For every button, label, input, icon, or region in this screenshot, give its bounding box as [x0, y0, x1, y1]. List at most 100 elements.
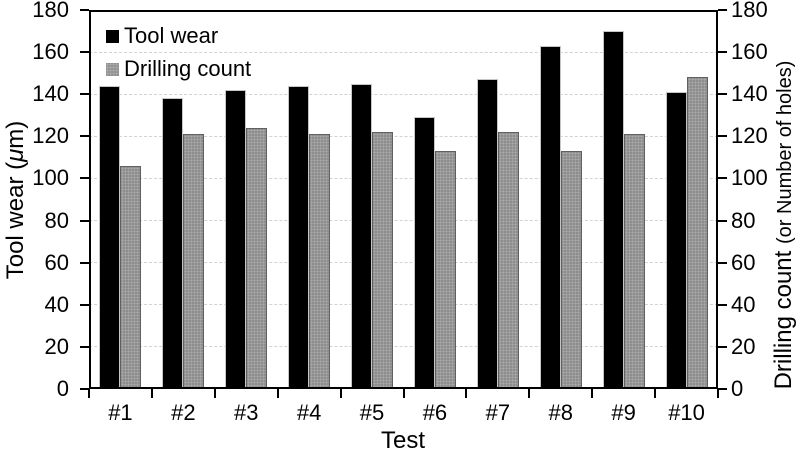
- left-tick-80: [80, 219, 89, 222]
- right-tick-40: [718, 303, 727, 306]
- left-tick-0: [80, 388, 89, 390]
- x-tick-3: [276, 389, 279, 398]
- x-category-label--5: #5: [359, 400, 385, 425]
- x-tick-0: [88, 389, 90, 398]
- bar-drilling-count--3: [246, 127, 268, 389]
- x-tick-8: [591, 389, 594, 398]
- right-tick-label-60: 60: [731, 249, 756, 275]
- gridline-60: [89, 262, 718, 264]
- right-tick-100: [718, 177, 727, 180]
- gridline-140: [89, 93, 718, 95]
- bar-tool-wear--5: [351, 83, 373, 389]
- right-tick-0: [718, 388, 727, 390]
- left-tick-40: [80, 303, 89, 306]
- right-tick-label-120: 120: [731, 123, 768, 149]
- left-tick-20: [80, 345, 89, 348]
- bar-drilling-count--4: [309, 134, 331, 389]
- right-tick-label-180: 180: [731, 0, 768, 22]
- left-tick-180: [80, 9, 89, 11]
- x-category-label--6: #6: [422, 400, 448, 425]
- x-category-label--4: #4: [296, 400, 322, 425]
- left-tick-120: [80, 135, 89, 138]
- right-tick-60: [718, 261, 727, 264]
- legend-label-tool-wear: Tool wear: [124, 23, 219, 48]
- left-tick-160: [80, 51, 89, 54]
- left-tick-label-140: 140: [32, 81, 69, 107]
- drilling-count-swatch: [106, 62, 119, 76]
- right-tick-label-100: 100: [731, 165, 768, 191]
- bar-drilling-count--7: [497, 132, 519, 389]
- right-tick-140: [718, 93, 727, 96]
- right-tick-label-160: 160: [731, 39, 768, 65]
- left-tick-label-20: 20: [44, 333, 69, 359]
- x-category-label--2: #2: [171, 400, 196, 425]
- right-tick-120: [718, 135, 727, 138]
- tool-wear-swatch: [106, 29, 119, 43]
- gridline-20: [89, 346, 718, 348]
- bar-tool-wear--1: [99, 85, 121, 389]
- right-tick-label-40: 40: [731, 291, 756, 317]
- bar-drilling-count--6: [434, 151, 456, 389]
- bar-drilling-count--10: [686, 77, 708, 389]
- legend-item-drilling-count: Drilling count: [106, 56, 251, 82]
- x-tick-10: [717, 389, 719, 398]
- right-tick-label-0: 0: [731, 376, 744, 401]
- right-tick-80: [718, 219, 727, 222]
- x-tick-7: [528, 389, 531, 398]
- x-tick-1: [150, 389, 153, 398]
- x-tick-4: [339, 389, 342, 398]
- right-tick-label-140: 140: [731, 81, 768, 107]
- legend-item-tool-wear: Tool wear: [106, 23, 251, 49]
- gridline-40: [89, 304, 718, 306]
- x-axis-title: Test: [380, 427, 425, 454]
- x-category-label--9: #9: [611, 400, 636, 425]
- bar-tool-wear--6: [413, 117, 435, 389]
- x-tick-9: [654, 389, 657, 398]
- x-category-label--1: #1: [108, 400, 133, 425]
- right-tick-label-20: 20: [731, 333, 756, 359]
- gridline-160: [89, 51, 718, 53]
- left-tick-100: [80, 177, 89, 180]
- x-category-label--8: #8: [548, 400, 573, 425]
- bar-tool-wear--3: [225, 90, 247, 389]
- right-tick-160: [718, 51, 727, 54]
- left-tick-label-100: 100: [32, 165, 69, 191]
- gridline-120: [89, 135, 718, 137]
- bar-drilling-count--9: [623, 134, 645, 389]
- left-tick-label-160: 160: [32, 39, 69, 65]
- left-tick-60: [80, 261, 89, 264]
- bar-drilling-count--8: [560, 151, 582, 389]
- bar-tool-wear--7: [476, 79, 498, 389]
- gridline-100: [89, 177, 718, 179]
- bar-drilling-count--5: [372, 132, 394, 389]
- bar-tool-wear--2: [162, 98, 184, 389]
- x-tick-5: [402, 389, 405, 398]
- legend-label-drilling-count: Drilling count: [124, 56, 252, 81]
- left-tick-label-40: 40: [44, 291, 69, 317]
- left-tick-label-120: 120: [32, 123, 69, 149]
- bar-tool-wear--9: [602, 31, 624, 389]
- right-tick-180: [718, 9, 727, 11]
- plot-area: Tool wear Drilling count: [89, 10, 718, 389]
- x-tick-6: [465, 389, 468, 398]
- left-tick-label-60: 60: [44, 249, 69, 275]
- bar-drilling-count--2: [183, 134, 205, 389]
- bar-drilling-count--1: [120, 165, 142, 389]
- gridline-80: [89, 220, 718, 222]
- right-tick-20: [718, 345, 727, 348]
- right-tick-label-80: 80: [731, 207, 756, 233]
- legend: Tool wear Drilling count: [106, 23, 251, 89]
- left-tick-label-80: 80: [44, 207, 69, 233]
- x-category-label--10: #10: [668, 400, 705, 425]
- left-tick-label-0: 0: [56, 376, 69, 401]
- bar-tool-wear--10: [665, 92, 687, 389]
- left-tick-140: [80, 93, 89, 96]
- left-tick-label-180: 180: [32, 0, 69, 22]
- x-tick-2: [213, 389, 216, 398]
- x-category-label--3: #3: [234, 400, 259, 425]
- mu-symbol: μ: [2, 148, 29, 162]
- x-category-label--7: #7: [485, 400, 511, 425]
- bar-tool-wear--4: [288, 85, 310, 389]
- bar-tool-wear--8: [539, 45, 561, 389]
